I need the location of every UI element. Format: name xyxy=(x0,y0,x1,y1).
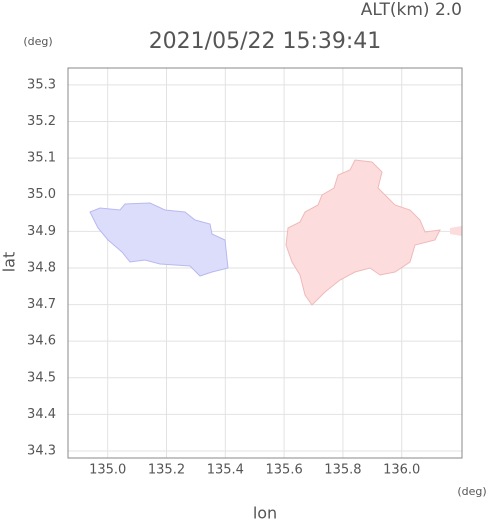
y-tick-label: 34.5 xyxy=(27,370,56,385)
subtitle: ALT(km) 2.0 xyxy=(361,0,462,20)
y-tick-label: 34.9 xyxy=(27,224,56,239)
y-tick-label: 34.4 xyxy=(27,407,56,422)
y-tick-label: 34.7 xyxy=(27,297,56,312)
x-tick-label: 135.8 xyxy=(324,463,361,478)
y-tick-label: 34.6 xyxy=(27,334,56,349)
x-tick-label: 135.2 xyxy=(148,463,185,478)
x-tick-label: 135.6 xyxy=(266,463,303,478)
echo-region-red-edge xyxy=(450,226,462,236)
x-tick-label: 135.0 xyxy=(89,463,126,478)
y-unit: (deg) xyxy=(23,35,52,48)
x-axis-label: lon xyxy=(253,504,277,521)
y-tick-label: 35.3 xyxy=(27,77,56,92)
echo-region-blue xyxy=(89,202,229,277)
y-tick-label: 34.3 xyxy=(27,444,56,459)
x-tick-label: 136.0 xyxy=(383,463,420,478)
y-tick-label: 35.2 xyxy=(27,114,56,129)
x-unit: (deg) xyxy=(457,485,486,498)
y-tick-label: 35.1 xyxy=(27,151,56,166)
echo-region-red xyxy=(285,159,441,306)
chart-title: 2021/05/22 15:39:41 xyxy=(149,29,382,54)
y-tick-label: 35.0 xyxy=(27,187,56,202)
y-tick-label: 34.8 xyxy=(27,260,56,275)
plot-frame xyxy=(67,67,463,459)
y-axis-label: lat xyxy=(0,252,19,273)
x-tick-label: 135.4 xyxy=(207,463,244,478)
